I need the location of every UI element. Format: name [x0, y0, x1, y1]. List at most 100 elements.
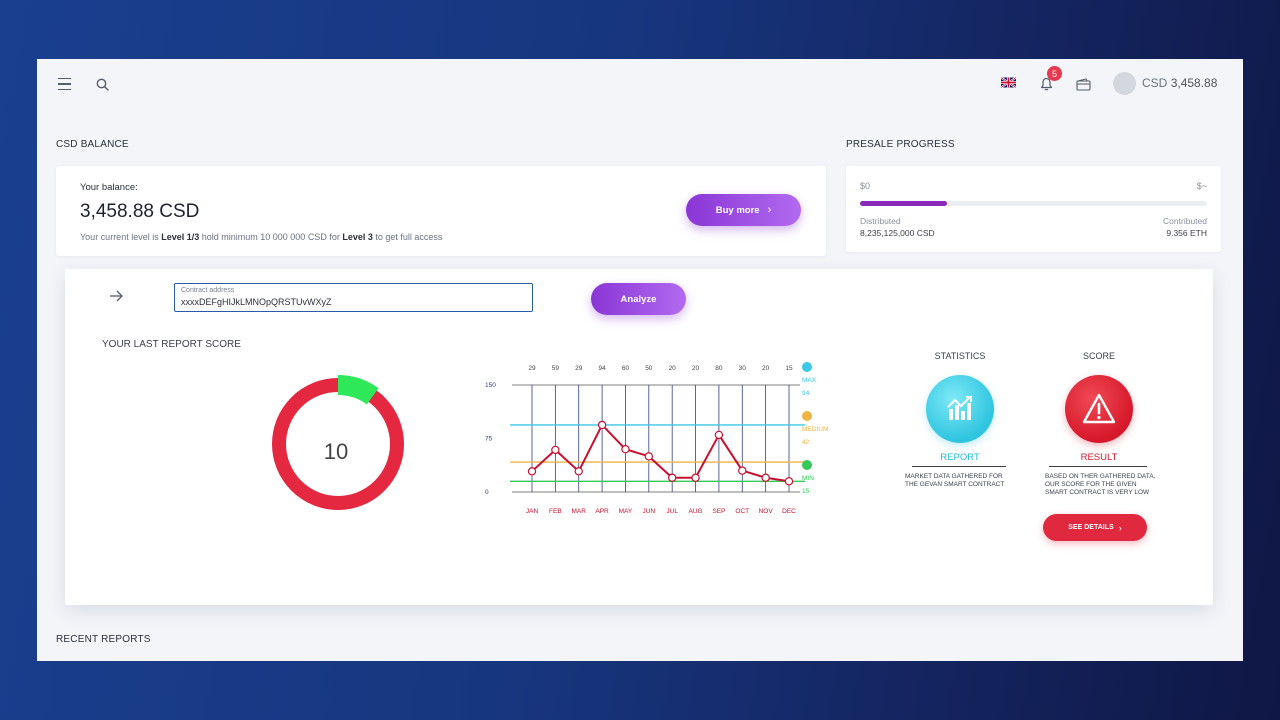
- series-line: [531, 423, 790, 483]
- level-note-middle: hold minimum 10 000 000 CSD for: [199, 232, 343, 242]
- level-note-prefix: Your current level is: [80, 232, 162, 242]
- legend-label: MEDIUM: [802, 426, 828, 433]
- data-point: [714, 430, 724, 440]
- statistics-title: STATISTICS: [934, 351, 986, 361]
- distributed-label: Distributed: [860, 216, 901, 226]
- x-tick-label: MAY: [619, 508, 633, 515]
- distributed-value: 8,235,125,000 CSD: [860, 228, 935, 238]
- data-point: [784, 477, 794, 486]
- arrow-right-icon[interactable]: [107, 287, 125, 305]
- score-donut-arc: [337, 375, 379, 405]
- balance-card: Your balance: 3,458.88 CSD Your current …: [56, 166, 826, 256]
- data-label: 60: [622, 365, 630, 372]
- bell-icon[interactable]: [1035, 73, 1057, 95]
- score-description-line-3: SMART CONTRACT IS VERY LOW: [1045, 489, 1150, 496]
- buy-more-button[interactable]: Buy more ›: [686, 194, 801, 226]
- user-currency: CSD: [1142, 76, 1168, 90]
- data-label: 15: [785, 365, 793, 372]
- current-level: Level 1/3: [161, 232, 200, 242]
- x-tick-label: APR: [595, 508, 609, 515]
- presale-max: $~: [1196, 181, 1207, 191]
- buy-more-label: Buy more: [715, 204, 760, 216]
- report-line-chart: 150 75 0 29 59 29 94 60 50 20 20 80 30 20 15 JAN FEB MAR A…: [485, 362, 828, 515]
- x-tick-label: SEP: [712, 508, 725, 515]
- x-tick-label: JUL: [666, 508, 678, 515]
- score-value: 10: [323, 439, 349, 464]
- x-tick-label: NOV: [759, 508, 774, 515]
- data-point: [551, 445, 560, 455]
- data-point: [691, 473, 700, 482]
- menu-icon[interactable]: [53, 73, 75, 95]
- search-icon[interactable]: [91, 73, 113, 95]
- data-point: [574, 467, 583, 476]
- see-details-button[interactable]: SEE DETAILS ›: [1043, 514, 1147, 541]
- report-divider: [912, 466, 1006, 467]
- presale-progress-fill: [860, 201, 947, 206]
- notification-badge: 5: [1047, 66, 1062, 81]
- presale-section-title: PRESALE PROGRESS: [846, 139, 955, 150]
- contributed-value: 9.356 ETH: [1166, 228, 1207, 238]
- result-divider: [1049, 466, 1147, 467]
- legend-label: MAX: [802, 377, 817, 384]
- x-tick-label: JUN: [642, 508, 655, 515]
- user-balance[interactable]: CSD 3,458.88: [1142, 76, 1217, 90]
- data-point: [527, 467, 537, 476]
- x-tick-label: JAN: [526, 508, 539, 515]
- analyzer-card: Contract address Analyze YOUR LAST REPOR…: [65, 269, 1213, 605]
- uk-flag-icon[interactable]: [1001, 77, 1016, 88]
- x-tick-label: AUG: [688, 508, 702, 515]
- score-title: SCORE: [1082, 351, 1115, 361]
- contract-address-input[interactable]: [181, 297, 521, 307]
- presale-card: $0 $~ Distributed 8,235,125,000 CSD Cont…: [846, 166, 1221, 252]
- data-point: [621, 444, 630, 454]
- data-label: 30: [739, 365, 747, 372]
- analyze-button[interactable]: Analyze: [591, 283, 686, 315]
- score-description: BASED ON THER GATHERED DATA, OUR SCORE F…: [1045, 473, 1155, 497]
- legend-dot-medium: [802, 411, 812, 421]
- legend-value: 42: [802, 439, 810, 446]
- x-tick-label: OCT: [735, 508, 749, 515]
- data-label: 94: [598, 365, 606, 372]
- balance-section-title: CSD BALANCE: [56, 139, 129, 150]
- contract-address-label: Contract address: [181, 287, 235, 294]
- balance-value: 3,458.88 CSD: [80, 201, 200, 222]
- legend-value: 15: [802, 488, 810, 495]
- legend-dot-max: [802, 362, 812, 372]
- legend-dot-min: [802, 460, 812, 470]
- data-point: [597, 420, 607, 430]
- data-point: [738, 466, 747, 475]
- score-description-line-1: BASED ON THER GATHERED DATA,: [1045, 473, 1156, 480]
- data-label: 20: [669, 365, 677, 372]
- data-label: 20: [762, 365, 770, 372]
- contract-address-field[interactable]: Contract address: [174, 283, 533, 312]
- chart-report-icon[interactable]: [926, 375, 994, 443]
- data-point: [761, 473, 770, 482]
- score-donut: [272, 375, 404, 510]
- contributed-label: Contributed: [1163, 216, 1207, 226]
- app-screen: 5 CSD 3,458.88 CSD BALANCE PRESALE PROGR…: [37, 59, 1243, 661]
- presale-min: $0: [860, 181, 871, 191]
- warning-icon[interactable]: [1065, 375, 1133, 443]
- balance-label: Your balance:: [80, 182, 138, 193]
- data-label: 50: [645, 365, 653, 372]
- x-tick-label: DEC: [782, 508, 796, 515]
- recent-reports-title: RECENT REPORTS: [56, 634, 151, 645]
- statistics-description: MARKET DATA GATHERED FOR THE GEVAN SMART…: [905, 473, 1004, 489]
- wallet-icon[interactable]: [1072, 73, 1094, 95]
- presale-progress-bar: [860, 201, 1207, 206]
- data-label: 20: [692, 365, 700, 372]
- see-details-label: SEE DETAILS: [1068, 524, 1114, 531]
- data-label: 80: [715, 365, 723, 372]
- avatar[interactable]: [1113, 72, 1136, 95]
- y-tick-label: 0: [485, 489, 489, 496]
- user-balance-value: 3,458.88: [1170, 76, 1218, 90]
- chevron-right-icon: ›: [767, 204, 772, 216]
- report-score-title: YOUR LAST REPORT SCORE: [102, 339, 241, 350]
- data-label: 29: [528, 365, 536, 372]
- level-note-suffix: to get full access: [372, 232, 443, 242]
- result-link[interactable]: RESULT: [1080, 452, 1118, 463]
- data-point: [667, 473, 677, 482]
- data-point: [644, 452, 654, 461]
- report-link[interactable]: REPORT: [940, 452, 980, 463]
- level-note: Your current level is Level 1/3 hold min…: [80, 232, 442, 242]
